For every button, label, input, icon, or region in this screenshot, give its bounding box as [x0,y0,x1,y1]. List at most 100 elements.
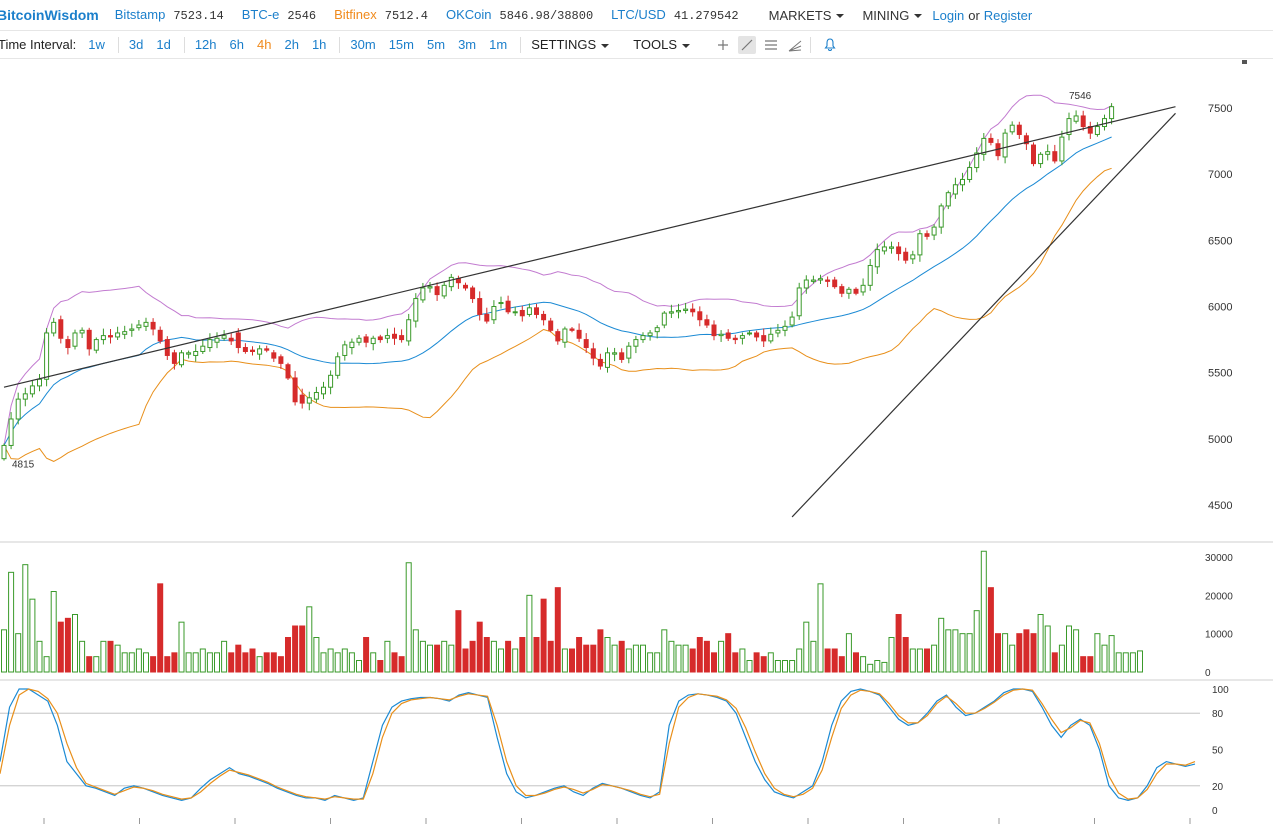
ticker-btce[interactable]: BTC-e 2546 [242,7,316,23]
interval-30m[interactable]: 30m [350,37,376,52]
volume-bar [916,648,923,673]
volume-bar [490,640,497,673]
candle-body [640,335,646,341]
interval-1w[interactable]: 1w [88,37,105,52]
candle-body [363,336,369,343]
chart-toolbar: Time Interval: 1w 3d 1d 12h 6h 4h 2h 1h … [0,31,1273,59]
stoch-axis-label: 80 [1212,709,1224,720]
candle-body [945,192,951,207]
volume-bar [746,660,753,673]
volume-bar [1108,635,1115,673]
volume-bar [86,656,93,673]
candle-body [292,377,298,403]
volume-bar [285,637,291,673]
volume-bar [647,652,654,673]
candle-body [782,325,788,331]
interval-6h[interactable]: 6h [229,37,244,52]
candle-body [250,349,255,352]
divider [810,36,812,53]
ticker-ltcusd[interactable]: LTC/USD 41.279542 [611,7,738,23]
ticker-bitfinex[interactable]: Bitfinex 7512.4 [334,7,428,23]
brand-logo[interactable]: BitcoinWisdom [0,7,99,23]
candle-body [257,348,263,355]
markets-menu[interactable]: MARKETS [769,8,845,23]
candle-body [470,287,476,300]
crosshair-icon[interactable] [714,36,732,54]
login-link[interactable]: Login [932,7,965,23]
candle-body [1073,115,1079,122]
volume-bar [931,644,938,673]
interval-1d[interactable]: 1d [156,37,171,52]
candle-body [399,335,405,341]
volume-bar [256,656,263,673]
interval-3d[interactable]: 3d [128,37,144,52]
interval-12h[interactable]: 12h [194,37,217,52]
candle-body [590,348,596,359]
candle-body [434,286,440,296]
chart-grid [0,60,1273,787]
interval-4h[interactable]: 4h [257,37,272,52]
volume-bar [938,617,945,673]
volume-bar [796,648,803,673]
trendline-icon[interactable] [738,35,757,54]
tools-dropdown[interactable]: TOOLS [633,37,691,52]
ticker-name: Bitfinex [334,7,377,22]
interval-15m[interactable]: 15m [388,37,414,52]
volume-bar [753,652,760,673]
volume-bar [249,648,256,673]
volume-bar [853,652,859,673]
candle-body [910,254,916,260]
candle-body [328,374,334,388]
candle-body [647,332,653,337]
alert-bell-icon[interactable] [821,36,839,54]
candle-body [534,307,539,315]
register-link[interactable]: Register [983,7,1033,23]
horizontal-lines-icon[interactable] [762,36,780,54]
candle-body [541,313,547,321]
interval-3m[interactable]: 3m [458,37,477,52]
divider [117,36,119,53]
volume-bar [817,583,824,673]
divider [339,36,341,53]
ticker-okcoin[interactable]: OKCoin 5846.98/38800 [446,7,593,23]
volume-bar [725,633,732,673]
volume-bar [661,629,668,673]
candle-body [597,358,603,367]
candle-body [697,311,703,321]
volume-bar [803,621,810,673]
candle-body [498,302,504,305]
interval-5m[interactable]: 5m [427,37,446,52]
candle-body [739,335,745,339]
volume-bar [135,648,142,673]
volume-bar [1094,633,1101,673]
volume-bar [519,637,526,673]
candle-body [370,337,376,345]
fan-icon[interactable] [786,36,804,54]
low-price-label: 4815 [12,459,35,470]
ticker-bitstamp[interactable]: Bitstamp 7523.14 [115,7,224,23]
candle-body [583,339,589,349]
volume-bar [341,648,348,673]
volume-bar [320,652,327,673]
candle-body [853,288,859,294]
candle-body [448,276,454,288]
or-text: or [968,7,980,23]
volume-bar [604,637,611,673]
candle-body [1102,118,1107,128]
ticker-price: 5846.98/38800 [499,9,594,23]
candle-body [633,339,639,347]
interval-2h[interactable]: 2h [284,37,299,52]
interval-1m[interactable]: 1m [489,37,508,52]
mining-menu[interactable]: MINING [862,8,923,23]
lower-band-line [3,167,1112,462]
settings-dropdown[interactable]: SETTINGS [531,37,610,52]
volume-bar [93,656,100,673]
chevron-down-icon [682,43,691,48]
candle-body [981,137,987,155]
candle-body [896,246,902,255]
candle-body [1002,132,1008,158]
volume-bar [824,648,831,673]
interval-1h[interactable]: 1h [311,37,327,52]
candle-body [193,350,199,356]
